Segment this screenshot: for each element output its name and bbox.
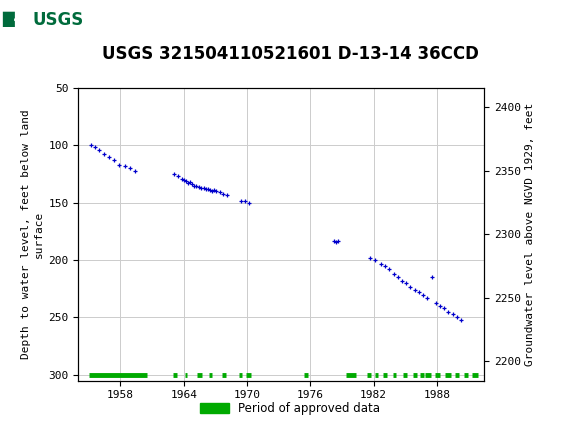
- Text: USGS: USGS: [32, 11, 84, 29]
- Y-axis label: Depth to water level, feet below land
surface: Depth to water level, feet below land su…: [21, 110, 44, 359]
- Y-axis label: Groundwater level above NGVD 1929, feet: Groundwater level above NGVD 1929, feet: [525, 103, 535, 366]
- Text: █: █: [2, 12, 13, 27]
- Legend: Period of approved data: Period of approved data: [195, 397, 385, 420]
- Bar: [3, 3, 96, 37]
- Text: ~: ~: [12, 10, 28, 29]
- Text: USGS 321504110521601 D-13-14 36CCD: USGS 321504110521601 D-13-14 36CCD: [102, 45, 478, 63]
